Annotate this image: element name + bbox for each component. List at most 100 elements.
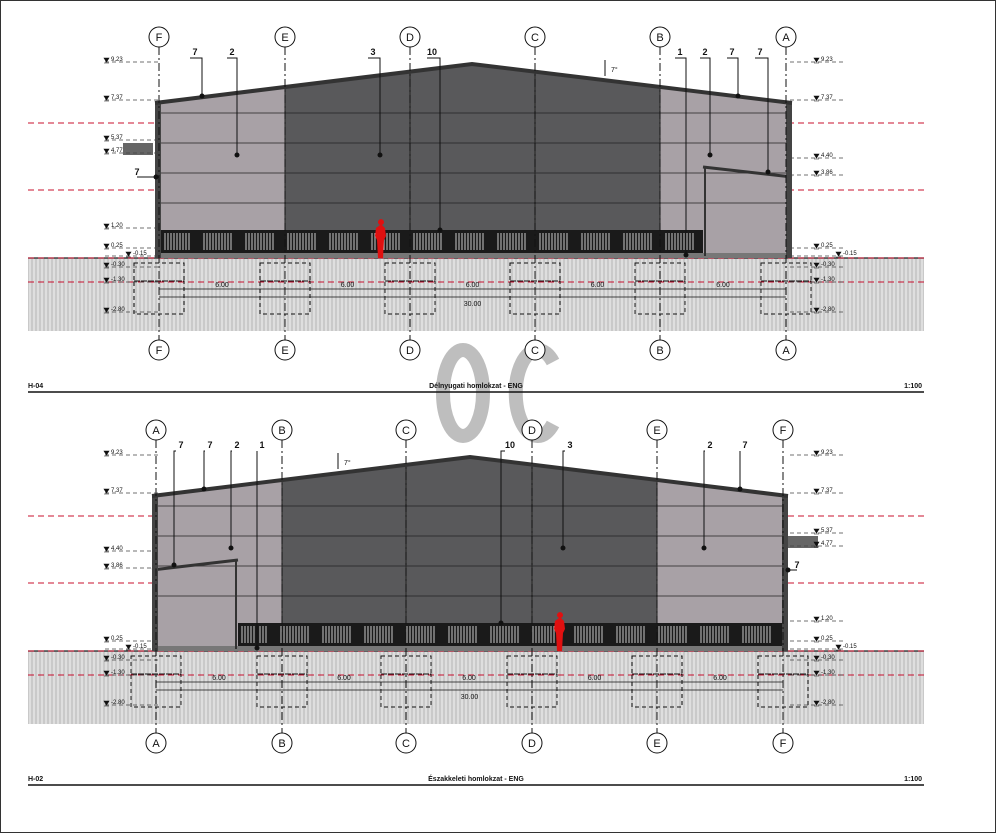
level-marker-icon (125, 251, 132, 258)
ground-hatch (28, 651, 924, 724)
level-marker-icon (813, 450, 820, 457)
callout-dot (707, 152, 713, 158)
callout-number: 7 (192, 47, 197, 57)
axis-bubble (399, 26, 421, 48)
level-marker-icon (103, 563, 110, 570)
level-label: 4.40 (111, 546, 123, 552)
level-marker-icon (103, 636, 110, 643)
axis-bubble (145, 419, 167, 441)
level-label: 9.23 (111, 450, 123, 456)
level-label: -0.15 (133, 251, 147, 257)
axis-label-d: D (406, 32, 414, 44)
ground-hatch (28, 258, 924, 331)
level-label: 4.77 (111, 148, 123, 154)
axis-bubble (148, 26, 170, 48)
axis-label-e: E (281, 32, 288, 44)
level-marker-icon (103, 95, 110, 102)
level-label: -1.30 (111, 277, 125, 283)
drawing-scale: 1:100 (904, 383, 922, 390)
callout-dot (234, 152, 240, 158)
level-marker-icon (103, 262, 110, 269)
axis-label-f: F (156, 32, 163, 44)
end-wall (786, 103, 792, 258)
axis-bubble (395, 732, 417, 754)
level-marker-icon (813, 655, 820, 662)
axis-label-c: C (531, 345, 539, 357)
axis-bubble (649, 26, 671, 48)
level-marker-icon (103, 135, 110, 142)
level-label: -0.15 (843, 644, 857, 650)
level-label: -2.80 (111, 700, 125, 706)
axis-bubble (271, 732, 293, 754)
callout-number: 10 (505, 440, 515, 450)
callout-number: 2 (229, 47, 234, 57)
axis-bubble (772, 419, 794, 441)
level-marker-icon (813, 636, 820, 643)
level-label: -1.30 (821, 277, 835, 283)
level-marker-icon (813, 528, 820, 535)
axis-label-e: E (281, 345, 288, 357)
base-strip (155, 253, 792, 258)
callout-dot (199, 93, 205, 99)
callout-dot (785, 567, 791, 573)
callout-number: 3 (370, 47, 375, 57)
callout-leader (227, 57, 238, 155)
level-label: 4.77 (821, 541, 833, 547)
axis-label-c: C (402, 425, 410, 437)
axis-bubble (772, 732, 794, 754)
axis-label-f: F (156, 345, 163, 357)
level-label: 4.40 (821, 153, 833, 159)
axis-label-f: F (780, 425, 787, 437)
callout-dot (701, 545, 707, 551)
bay-dimension: 6.00 (212, 675, 226, 682)
level-marker-icon (103, 243, 110, 250)
callout-dot (153, 174, 159, 180)
level-label: -0.15 (133, 644, 147, 650)
callout-dot (254, 645, 260, 651)
axis-bubble (271, 419, 293, 441)
level-marker-icon (813, 277, 820, 284)
callout-number: 2 (234, 440, 239, 450)
axis-bubble (148, 339, 170, 361)
callout-number: 2 (702, 47, 707, 57)
axis-label-c: C (402, 738, 410, 750)
level-marker-icon (835, 644, 842, 651)
entrance-canopy (123, 143, 153, 155)
end-wall (152, 496, 158, 651)
elevation-h-02: A A B B C C D D E E F F 9.23 7.37 4.40 3.86 0.25 -0.15 -0.… (28, 419, 924, 786)
callout-number: 7 (794, 560, 799, 570)
level-label: 0.25 (111, 636, 123, 642)
level-label: -2.80 (111, 307, 125, 313)
drawing-code: H-02 (28, 776, 43, 783)
callout-number: 7 (729, 47, 734, 57)
base-strip (152, 646, 788, 651)
annex-canopy (151, 558, 239, 572)
callout-number: 2 (707, 440, 712, 450)
callout-number: 7 (134, 167, 139, 177)
level-label: -0.30 (821, 262, 835, 268)
axis-bubble (521, 419, 543, 441)
drawing-title: Északkeleti homlokzat - ENG (428, 774, 524, 783)
level-label: -0.30 (111, 655, 125, 661)
axis-bubble (274, 26, 296, 48)
level-label: -0.30 (821, 655, 835, 661)
callout-leader (230, 450, 232, 548)
bay-dimension: 6.00 (591, 282, 605, 289)
human-scale-figure (375, 219, 386, 258)
end-wall (782, 496, 788, 651)
human-scale-figure (554, 612, 565, 651)
axis-bubble (524, 339, 546, 361)
level-label: 7.37 (821, 95, 833, 101)
level-marker-icon (103, 546, 110, 553)
level-marker-icon (103, 488, 110, 495)
axis-bubble (521, 732, 543, 754)
level-label: -1.30 (111, 670, 125, 676)
callout-dot (683, 252, 689, 258)
axis-bubble (646, 732, 668, 754)
level-marker-icon (103, 655, 110, 662)
level-marker-icon (103, 223, 110, 230)
level-marker-icon (125, 644, 132, 651)
level-marker-icon (103, 148, 110, 155)
callout-number: 10 (427, 47, 437, 57)
level-label: 7.37 (111, 95, 123, 101)
